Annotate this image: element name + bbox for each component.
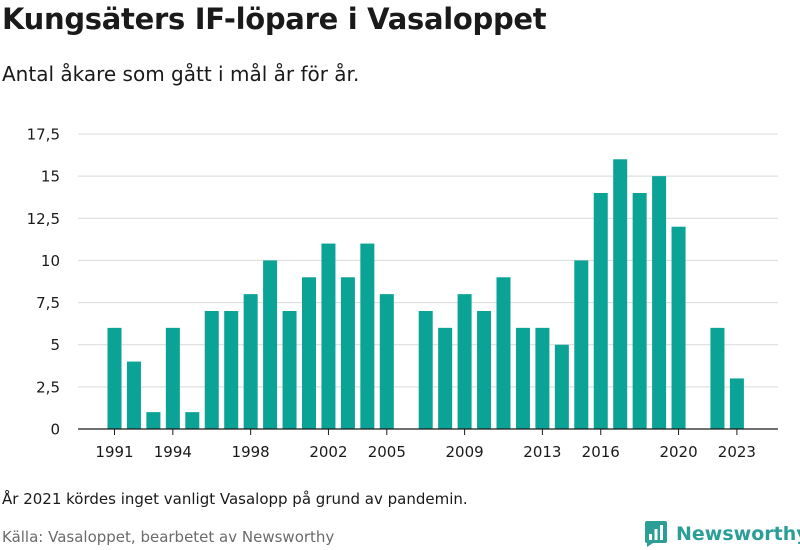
x-axis-ticks: 1991 1994 1998 2002 2005 2009 2013 2016 2020 2023	[95, 429, 756, 461]
x-tick-label: 2016	[582, 443, 620, 461]
x-tick-label: 2020	[659, 443, 697, 461]
bar-2009	[457, 294, 472, 429]
chart-title: Kungsäters IF-löpare i Vasaloppet	[2, 2, 547, 36]
newsworthy-chart-icon	[645, 521, 667, 547]
y-tick-label: 15	[41, 168, 60, 186]
bar-1994	[165, 327, 180, 429]
bar-2012	[515, 327, 530, 429]
brand-name: Newsworthy	[676, 523, 800, 545]
y-tick-label: 17,5	[27, 126, 60, 144]
bar-2005	[379, 294, 394, 429]
bar-1999	[263, 260, 278, 429]
bar-2001	[302, 277, 316, 429]
bar-1996	[204, 311, 219, 429]
brand-logo: Newsworthy	[644, 520, 800, 548]
bar-2002	[321, 243, 336, 429]
x-tick-label: 2023	[718, 443, 756, 461]
y-tick-label: 10	[41, 252, 60, 270]
bar-2016	[593, 193, 608, 429]
x-tick-label: 2002	[309, 443, 347, 461]
bar-1998	[243, 294, 258, 429]
x-tick-label: 1991	[95, 443, 133, 461]
bar-1997	[224, 311, 239, 429]
bar-2011	[496, 277, 511, 429]
bar-1993	[146, 412, 161, 429]
x-tick-label: 2013	[523, 443, 561, 461]
bar-2017	[613, 159, 628, 430]
bars	[107, 159, 744, 430]
bar-2010	[477, 311, 492, 429]
x-tick-label: 1994	[154, 443, 192, 461]
bar-2007	[418, 311, 433, 429]
y-tick-label: 5	[50, 336, 60, 354]
chart-subtitle: Antal åkare som gått i mål år för år.	[2, 62, 360, 86]
bar-2023	[729, 378, 744, 429]
bar-2003	[340, 277, 355, 429]
y-tick-label: 12,5	[27, 210, 60, 228]
x-tick-label: 2005	[368, 443, 406, 461]
y-tick-label: 0	[50, 421, 60, 439]
bar-1991	[107, 327, 122, 429]
bar-1995	[185, 412, 200, 429]
y-tick-label: 2,5	[36, 378, 60, 396]
source-text: Källa: Vasaloppet, bearbetet av Newswort…	[2, 528, 335, 546]
x-tick-label: 1998	[232, 443, 270, 461]
bar-2000	[282, 311, 297, 429]
bar-2004	[360, 243, 375, 429]
bar-chart: 0 2,5 5 7,5 10 12,5 15 17,5 1991 1994 1998 2002 200…	[27, 126, 778, 461]
y-axis-tick-labels: 0 2,5 5 7,5 10 12,5 15 17,5	[27, 126, 60, 439]
bar-2018	[632, 193, 647, 429]
y-tick-label: 7,5	[36, 294, 60, 312]
bar-2019	[652, 176, 667, 429]
x-tick-label: 2009	[446, 443, 484, 461]
bar-1992	[126, 361, 141, 429]
bar-2008	[438, 327, 453, 429]
bar-2020	[671, 226, 686, 429]
bar-2015	[574, 260, 589, 429]
bar-2022	[710, 327, 725, 429]
bar-2014	[554, 344, 569, 429]
bar-2013	[535, 327, 550, 429]
footnote: År 2021 kördes inget vanligt Vasalopp på…	[2, 490, 468, 508]
